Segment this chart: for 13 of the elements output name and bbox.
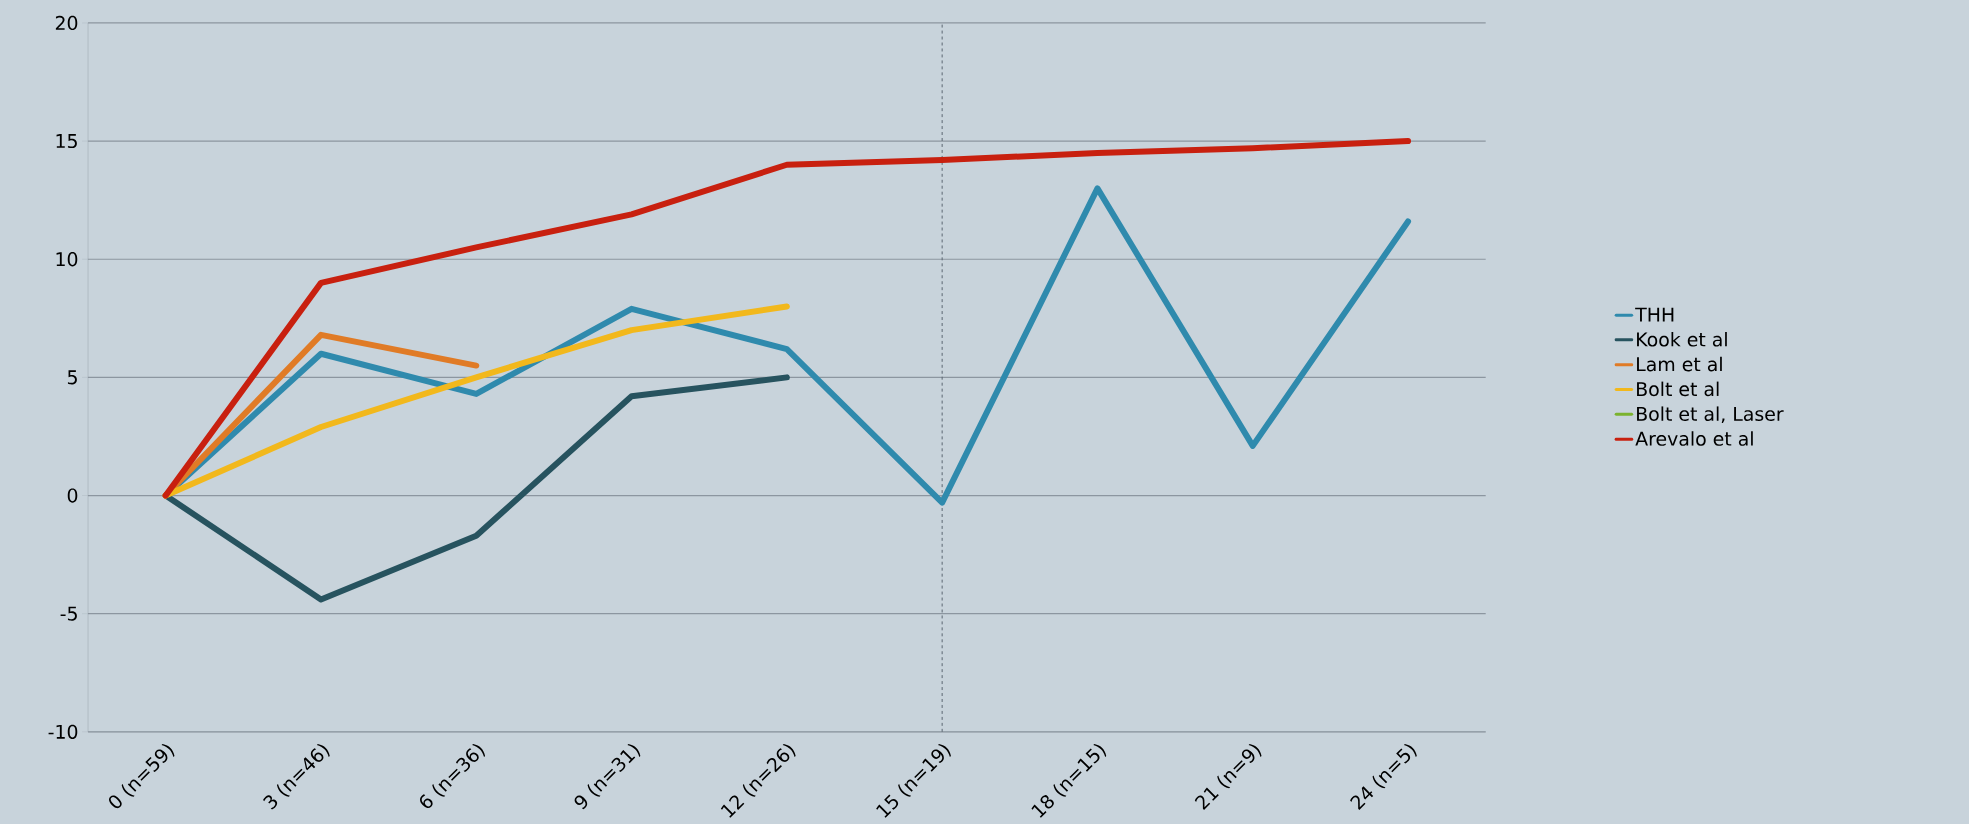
y-tick-label: 5 (67, 370, 77, 385)
y-tick-label: -5 (60, 606, 77, 621)
y-tick-label: 0 (67, 488, 78, 503)
legend-label: Lam et al (1637, 356, 1722, 372)
legend-label: Bolt et al (1637, 381, 1719, 397)
y-tick-label: 15 (56, 134, 77, 149)
legend-label: Arevalo et al (1635, 431, 1753, 446)
legend-label: THH (1635, 307, 1674, 322)
legend-label: Bolt et al, Laser (1637, 406, 1784, 423)
y-tick-label: -10 (48, 724, 78, 739)
y-tick-label: 20 (55, 15, 78, 31)
legend-label: Kook et al (1637, 331, 1727, 347)
y-tick-label: 10 (56, 252, 78, 267)
